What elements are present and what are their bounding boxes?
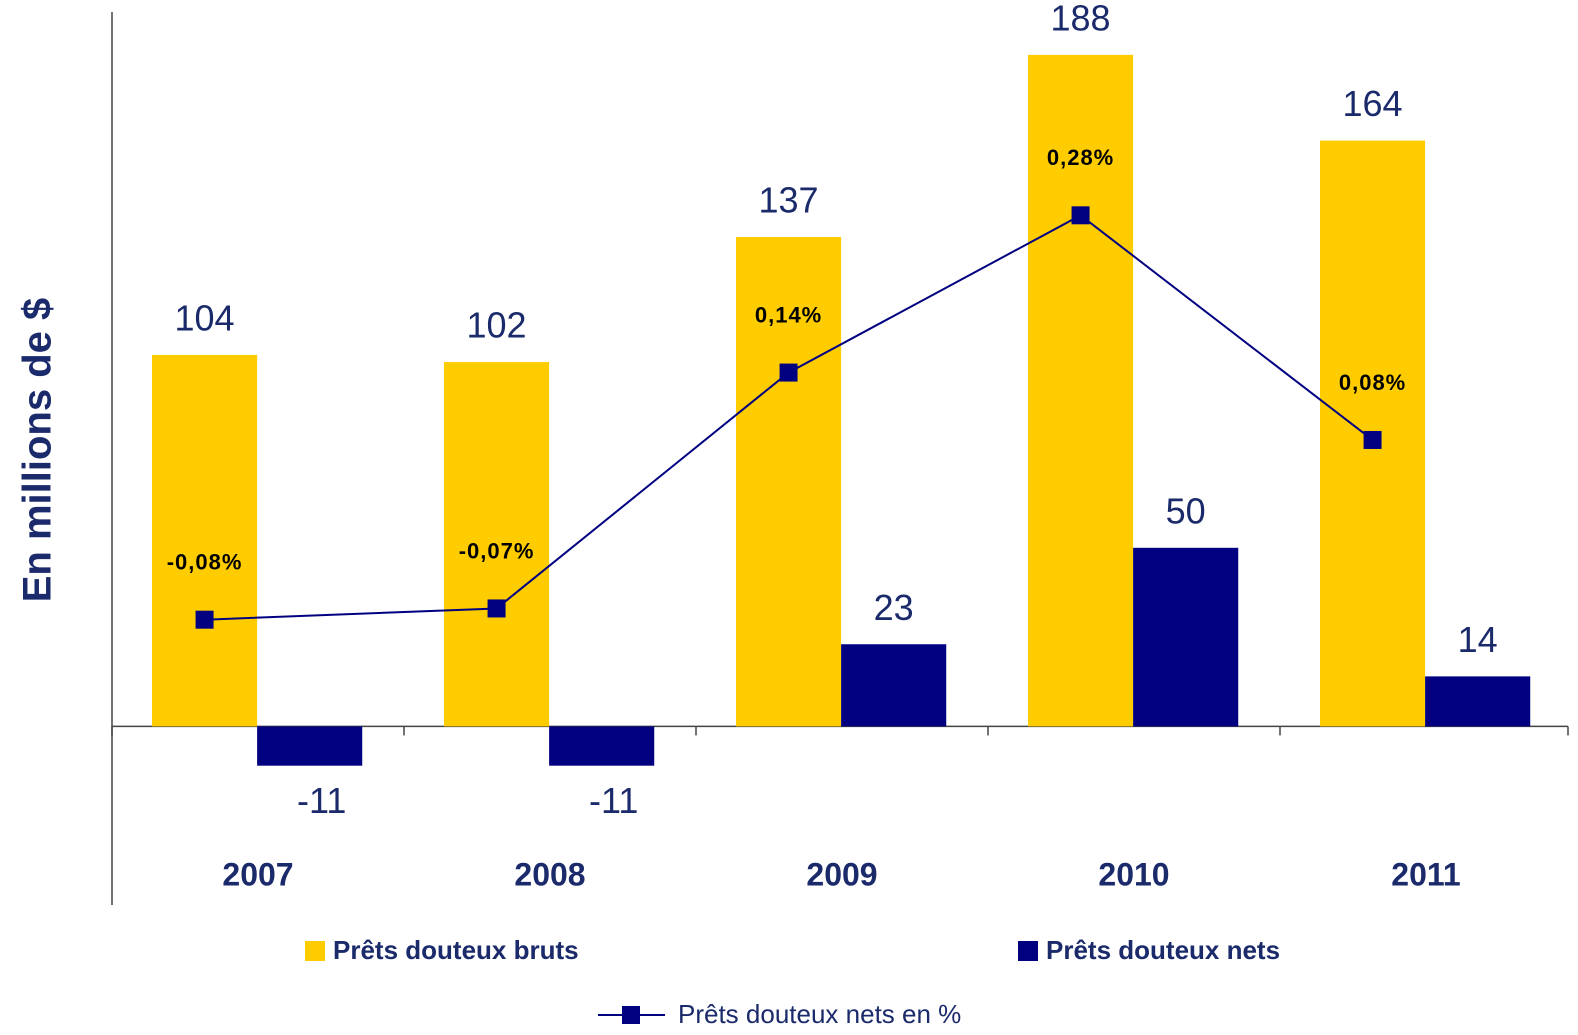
- bar-value-label: 23: [874, 587, 914, 628]
- bar: [1028, 54, 1134, 727]
- bar: [841, 644, 947, 727]
- line-value-label: 0,28%: [1047, 145, 1114, 170]
- bar-value-label: 164: [1343, 83, 1403, 124]
- x-tick-label: 2009: [806, 856, 877, 892]
- bar: [549, 726, 655, 766]
- line-value-label: 0,14%: [755, 302, 822, 327]
- bar-value-label: -11: [297, 780, 346, 821]
- bar-value-label: 102: [467, 305, 527, 346]
- x-tick-label: 2008: [514, 856, 585, 892]
- bar: [1425, 676, 1531, 727]
- bar-value-label: 188: [1051, 0, 1111, 38]
- line-value-label: 0,08%: [1339, 370, 1406, 395]
- bar-value-label: 137: [759, 180, 819, 221]
- bar: [444, 362, 550, 727]
- legend-swatch: [305, 941, 325, 961]
- y-axis-label: En millions de $: [16, 298, 60, 603]
- bar-value-label: 14: [1458, 619, 1498, 660]
- line-marker: [195, 610, 214, 629]
- legend-marker: [622, 1006, 640, 1024]
- x-tick-label: 2011: [1391, 856, 1460, 892]
- legend-label: Prêts douteux nets: [1046, 935, 1280, 965]
- bar-value-label: 104: [175, 297, 235, 338]
- legend-swatch: [1018, 941, 1038, 961]
- x-tick-label: 2010: [1098, 856, 1169, 892]
- bar: [152, 354, 258, 727]
- bar: [1133, 547, 1239, 727]
- line-value-label: -0,08%: [167, 550, 243, 575]
- bar-value-label: -11: [589, 780, 638, 821]
- line-marker: [1071, 206, 1090, 225]
- legend-label: Prêts douteux bruts: [333, 935, 579, 965]
- bar-value-label: 50: [1166, 490, 1206, 531]
- line-marker: [779, 363, 798, 382]
- bar: [257, 726, 363, 766]
- bar: [736, 237, 842, 727]
- x-tick-label: 2007: [222, 856, 293, 892]
- line-value-label: -0,07%: [459, 538, 535, 563]
- legend-label: Prêts douteux nets en %: [678, 999, 961, 1029]
- line-marker: [487, 599, 506, 618]
- line-marker: [1363, 430, 1382, 449]
